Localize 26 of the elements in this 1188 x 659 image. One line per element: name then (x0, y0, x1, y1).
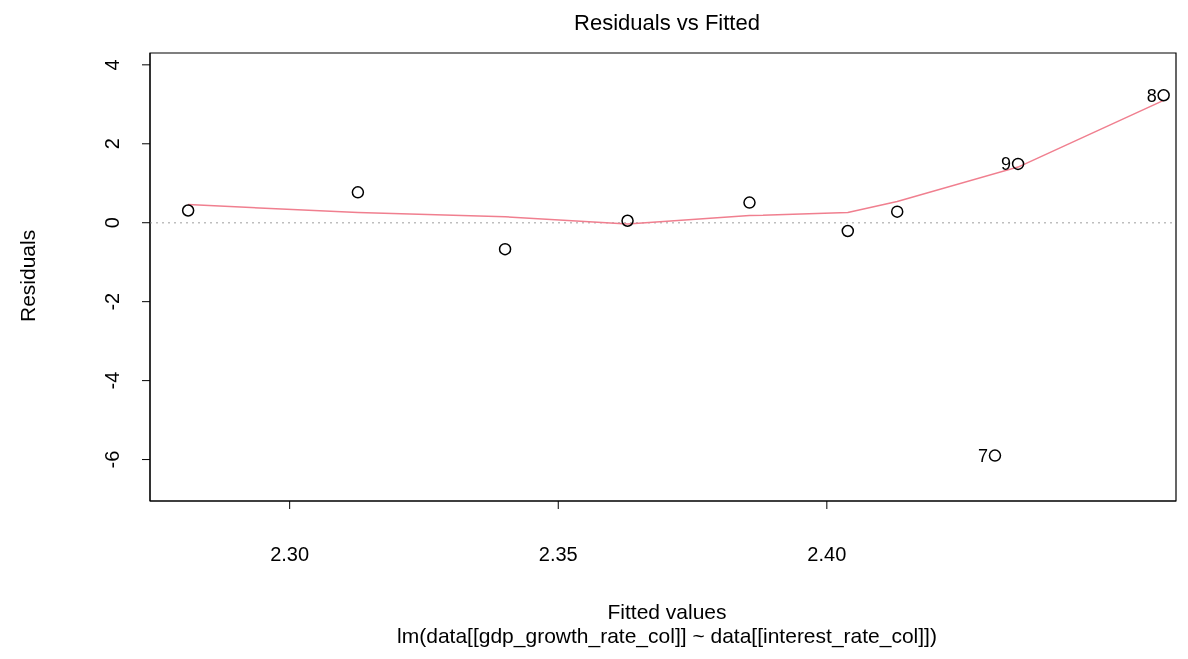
annotation: 9 (1001, 154, 1012, 175)
x-tick-label: 2.35 (538, 543, 578, 566)
point (351, 186, 365, 199)
text: lm(data[[gdp_growth_rate_col]] ~ data[[interest_rate_col]]) (396, 624, 938, 648)
point (1011, 157, 1025, 171)
y-tick-label: 0 (101, 217, 123, 229)
chart-title: Residuals vs Fitted (573, 10, 761, 36)
annotation: 7 (977, 446, 988, 466)
x-tick-label: 2.40 (807, 543, 847, 566)
x-tick-label: 2.30 (270, 543, 310, 566)
point (1157, 88, 1170, 102)
y-tick-label: -2 (101, 292, 123, 311)
y-tick-label: -4 (101, 371, 123, 390)
point (841, 224, 855, 238)
y-tick-label: -6 (101, 450, 123, 469)
y-axis-title: Residuals (16, 229, 39, 322)
point (181, 204, 195, 217)
annotation: 8 (1146, 85, 1157, 106)
point (498, 242, 512, 256)
y-tick-label: 4 (101, 59, 123, 71)
point (988, 449, 1002, 462)
point (890, 205, 904, 218)
point (743, 196, 756, 209)
y-tick-label: 2 (101, 138, 123, 150)
x-axis-title: Fitted values (606, 600, 728, 624)
point (621, 214, 634, 227)
